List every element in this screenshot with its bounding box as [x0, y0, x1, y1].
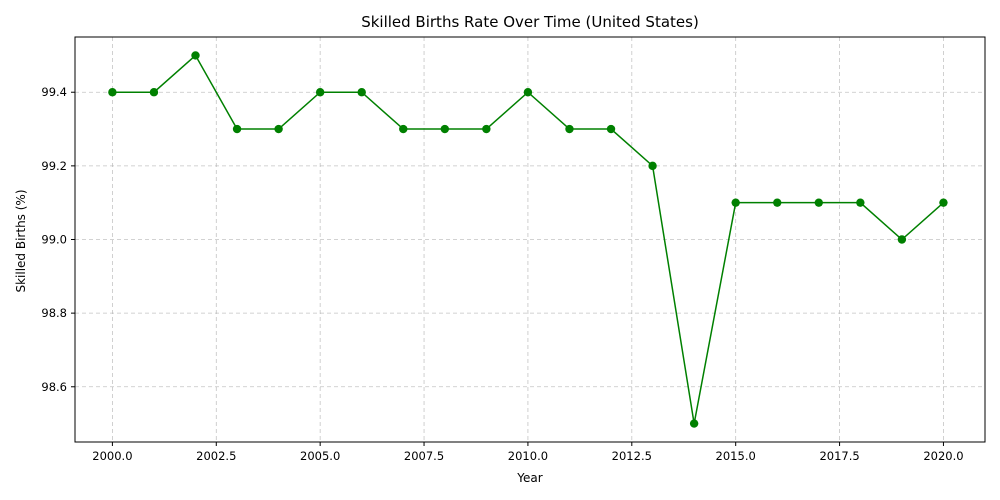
data-point [939, 198, 948, 207]
x-tick-label: 2010.0 [508, 449, 548, 463]
x-tick-label: 2015.0 [716, 449, 756, 463]
y-tick-label: 99.2 [41, 159, 67, 173]
data-point [232, 124, 242, 134]
data-point [648, 161, 657, 171]
x-tick-label: 2020.0 [923, 449, 963, 463]
data-point [440, 124, 450, 134]
x-axis-ticks: 2000.0 2002.5 2005.0 2007.5 2010.0 2012.5 2015… [92, 442, 964, 463]
data-point [731, 198, 740, 207]
data-point [149, 88, 159, 97]
data-point [399, 124, 408, 134]
data-point [565, 124, 574, 134]
x-tick-label: 2007.5 [404, 449, 444, 463]
data-point [689, 419, 699, 428]
x-tick-label: 2012.5 [612, 449, 652, 463]
data-point [856, 198, 865, 207]
data-point [108, 88, 117, 97]
data-point [773, 198, 782, 207]
y-axis-ticks: 98.6 98.8 99.0 99.2 99.4 [41, 85, 75, 394]
data-point [357, 88, 366, 97]
data-point [523, 88, 533, 97]
data-point [482, 124, 491, 134]
data-point [897, 235, 907, 244]
x-tick-label: 2000.0 [92, 449, 132, 463]
data-point [315, 88, 325, 97]
x-tick-label: 2017.5 [819, 449, 859, 463]
data-point [814, 198, 823, 207]
series-layer [108, 51, 948, 428]
plot-frame [74, 36, 986, 443]
y-tick-label: 98.8 [41, 306, 67, 320]
y-tick-label: 99.0 [41, 233, 67, 247]
y-axis-label: Skilled Births (%) [14, 189, 28, 292]
data-point [606, 124, 616, 134]
data-point [274, 124, 283, 134]
x-tick-label: 2002.5 [196, 449, 236, 463]
y-tick-label: 99.4 [41, 85, 67, 99]
data-point [191, 51, 200, 60]
grid-lines [75, 37, 985, 442]
chart-title: Skilled Births Rate Over Time (United St… [361, 13, 699, 31]
x-tick-label: 2005.0 [300, 449, 340, 463]
x-axis-label: Year [516, 471, 542, 485]
y-tick-label: 98.6 [41, 380, 67, 394]
